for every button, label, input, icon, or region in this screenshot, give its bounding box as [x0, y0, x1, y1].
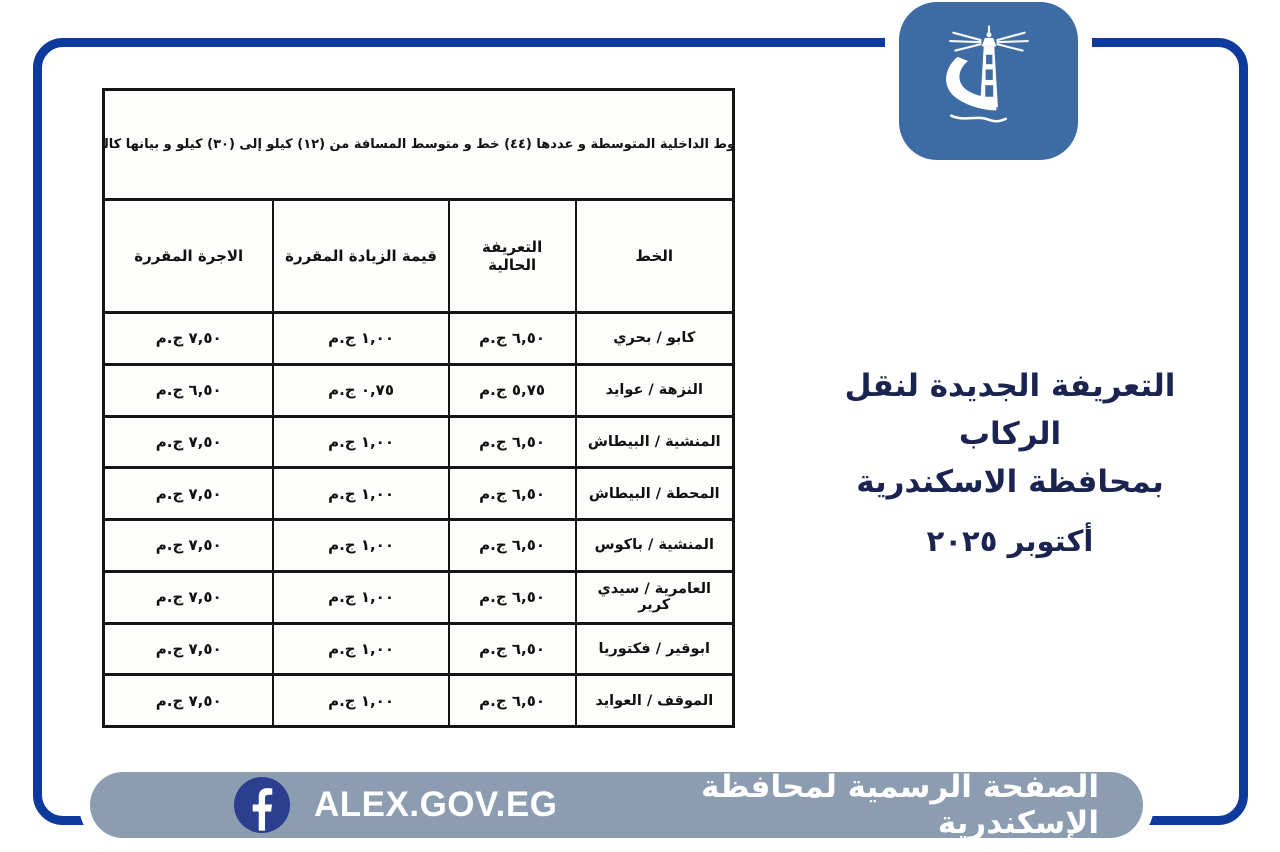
approved-fare-value: ٧,٥٠ ج.م: [105, 624, 275, 674]
column-header-line: الخط: [635, 247, 674, 265]
approved-fare-value: ٧,٥٠ ج.م: [105, 469, 275, 518]
approved-fare-value: ٦,٥٠ ج.م: [105, 365, 275, 415]
current-tariff-value: ٦,٥٠ ج.م: [450, 624, 577, 674]
column-header-fare: الاجرة المقررة: [105, 201, 275, 311]
current-tariff-value: ٦,٥٠ ج.م: [450, 314, 577, 363]
increase-value: ١,٠٠ ج.م: [274, 417, 450, 467]
line-name: كابو / بحري: [613, 330, 696, 347]
table-row: المحطة / البيطاش ٦,٥٠ ج.م ١,٠٠ ج.م ٧,٥٠ …: [105, 466, 732, 518]
table-header-row: الخط التعريفة الحالية قيمة الزيادة المقر…: [105, 201, 732, 314]
increase-value: ٠,٧٥ ج.م: [274, 365, 450, 415]
line-name: المنشية / باكوس: [594, 537, 714, 554]
line-name: الموقف / العوايد: [595, 692, 714, 709]
announcement-title: التعريفة الجديدة لنقل الركاب بمحافظة الا…: [806, 362, 1214, 558]
table-row: العامرية / سيدي كرير ٦,٥٠ ج.م ١,٠٠ ج.م ٧…: [105, 569, 732, 622]
increase-value: ١,٠٠ ج.م: [274, 572, 450, 622]
approved-fare-value: ٧,٥٠ ج.م: [105, 572, 275, 622]
table-row: ابوقير / فكتوريا ٦,٥٠ ج.م ١,٠٠ ج.م ٧,٥٠ …: [105, 621, 732, 674]
approved-fare-value: ٧,٥٠ ج.م: [105, 314, 275, 363]
line-name: المحطة / البيطاش: [588, 485, 720, 502]
facebook-icon: [234, 777, 290, 833]
current-tariff-value: ٦,٥٠ ج.م: [450, 469, 577, 518]
table-row: المنشية / البيطاش ٦,٥٠ ج.م ١,٠٠ ج.م ٧,٥٠…: [105, 414, 732, 467]
increase-value: ١,٠٠ ج.م: [274, 676, 450, 725]
approved-fare-value: ٧,٥٠ ج.م: [105, 417, 275, 467]
table-row: المنشية / باكوس ٦,٥٠ ج.م ١,٠٠ ج.م ٧,٥٠ ج…: [105, 518, 732, 570]
line-name: المنشية / البيطاش: [587, 433, 721, 450]
table-row: كابو / بحري ٦,٥٠ ج.م ١,٠٠ ج.م ٧,٥٠ ج.م: [105, 314, 732, 363]
table-body: كابو / بحري ٦,٥٠ ج.م ١,٠٠ ج.م ٧,٥٠ ج.م ا…: [105, 314, 732, 725]
announcement-date: أكتوبر ٢٠٢٥: [926, 524, 1094, 558]
table-caption: الخطوط الداخلية المتوسطة و عددها (٤٤) خط…: [105, 91, 732, 201]
increase-value: ١,٠٠ ج.م: [274, 624, 450, 674]
current-tariff-value: ٦,٥٠ ج.م: [450, 521, 577, 570]
line-name: ابوقير / فكتوريا: [598, 640, 711, 657]
column-header-current: التعريفة الحالية: [450, 201, 577, 311]
approved-fare-value: ٧,٥٠ ج.م: [105, 676, 275, 725]
column-header-increase: قيمة الزيادة المقررة: [274, 201, 450, 311]
current-tariff-value: ٥,٧٥ ج.م: [450, 365, 577, 415]
increase-value: ١,٠٠ ج.م: [274, 469, 450, 518]
website-url: ALEX.GOV.EG: [314, 785, 558, 824]
approved-fare-value: ٧,٥٠ ج.م: [105, 521, 275, 570]
alexandria-governorate-logo: [899, 2, 1078, 160]
current-tariff-value: ٦,٥٠ ج.م: [450, 417, 577, 467]
title-line-2: بمحافظة الاسكندرية: [856, 464, 1164, 500]
line-name: العامرية / سيدي كرير: [597, 581, 711, 614]
footer-bar: ALEX.GOV.EG الصفحة الرسمية لمحافظة الإسك…: [90, 769, 1143, 841]
title-line-1: التعريفة الجديدة لنقل الركاب: [844, 368, 1176, 452]
table-row: الموقف / العوايد ٦,٥٠ ج.م ١,٠٠ ج.م ٧,٥٠ …: [105, 673, 732, 725]
increase-value: ١,٠٠ ج.م: [274, 521, 450, 570]
table-row: النزهة / عوايد ٥,٧٥ ج.م ٠,٧٥ ج.م ٦,٥٠ ج.…: [105, 362, 732, 415]
increase-value: ١,٠٠ ج.م: [274, 314, 450, 363]
tariff-table: الخطوط الداخلية المتوسطة و عددها (٤٤) خط…: [102, 88, 735, 728]
current-tariff-value: ٦,٥٠ ج.م: [450, 676, 577, 725]
current-tariff-value: ٦,٥٠ ج.م: [450, 572, 577, 622]
footer-page-label: الصفحة الرسمية لمحافظة الإسكندرية: [701, 769, 1099, 841]
lighthouse-icon: [945, 25, 1029, 123]
line-name: النزهة / عوايد: [605, 382, 703, 399]
